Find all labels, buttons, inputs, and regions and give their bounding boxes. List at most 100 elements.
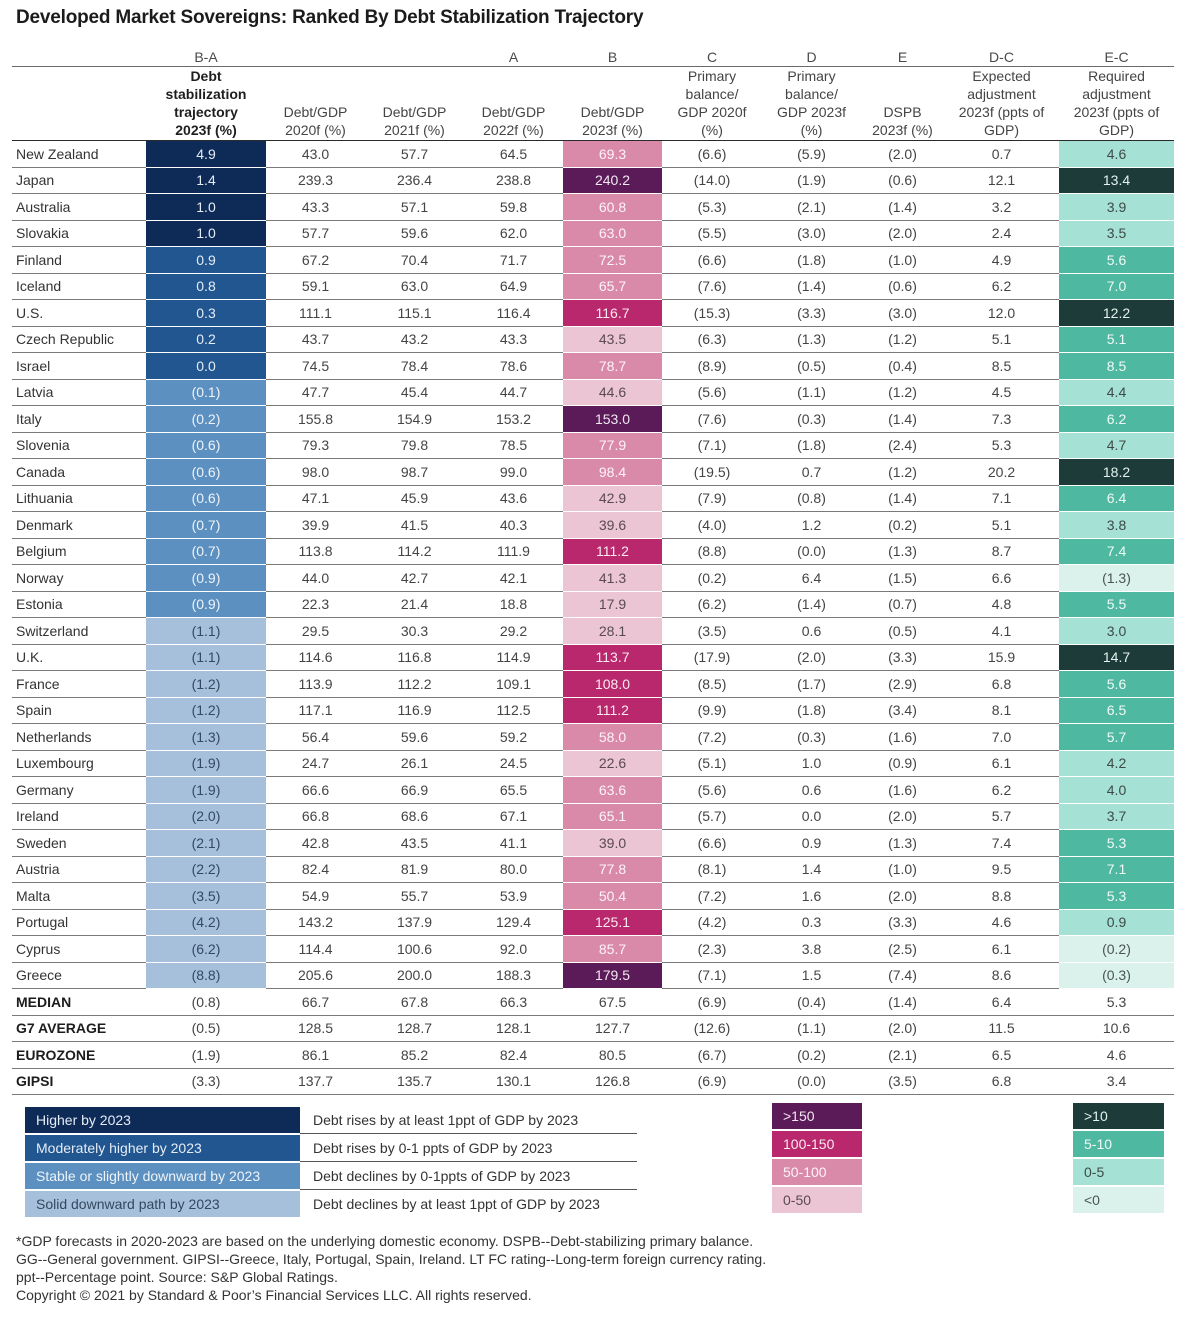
debt-stabilization-trajectory-value: (0.1) <box>146 379 266 406</box>
debt-stabilization-trajectory-value: 4.9 <box>146 141 266 168</box>
table-row-latvia: Latvia (0.1) 47.7 45.4 44.7 44.6 (5.6) (1.1) (1.… <box>12 379 1174 406</box>
debt-gdp-2020-value: 42.8 <box>266 830 365 857</box>
debt-gdp-2023-value: 63.0 <box>563 220 662 247</box>
country-name: Norway <box>12 565 146 592</box>
primary-balance-2020-value: (6.3) <box>662 327 762 353</box>
primary-balance-2023-value: (1.1) <box>762 380 861 406</box>
country-name: Italy <box>12 406 146 433</box>
debt-gdp-2020-value: 24.7 <box>266 751 365 777</box>
debt-stabilization-trajectory-value: 1.0 <box>146 194 266 221</box>
debt-stabilization-trajectory-value: 1.4 <box>146 167 266 194</box>
table-row-greece: Greece (8.8) 205.6 200.0 188.3 179.5 (7.1) 1.5(… <box>12 962 1174 989</box>
required-adjustment-value: 7.1 <box>1059 856 1174 883</box>
column-header-debt-gdp-2023: Debt/GDP 2023f (%) <box>563 67 662 139</box>
chart-title: Developed Market Sovereigns: Ranked By D… <box>16 7 644 28</box>
required-adjustment-value: 4.6 <box>1059 141 1174 168</box>
debt-gdp-2023-value: 85.7 <box>563 936 662 963</box>
dspb-2023-value: (1.4) <box>861 989 944 1016</box>
primary-balance-2023-value: (5.9) <box>762 141 861 168</box>
legend-item-higher-by-2023: Higher by 2023 Debt rises by at least 1pp… <box>25 1107 637 1134</box>
column-header-line: stabilization <box>165 86 247 102</box>
expected-adjustment-value: 8.7 <box>944 539 1059 565</box>
expected-adjustment-value: 6.4 <box>944 989 1059 1016</box>
debt-stabilization-trajectory-value: (1.2) <box>146 671 266 698</box>
table-row-netherlands: Netherlands (1.3) 56.4 59.6 59.2 58.0 (7.2) (0.… <box>12 724 1174 751</box>
debt-gdp-2022-value: 128.1 <box>464 1016 563 1042</box>
table-row-u-s: U.S. 0.3 111.1 115.1 116.4 116.7 (15.3) (3.3) (3… <box>12 300 1174 327</box>
debt-gdp-2022-value: 65.5 <box>464 777 563 804</box>
legend-item-solid-downward-path-by-2023: Solid downward path by 2023 Debt declines… <box>25 1191 637 1218</box>
debt-gdp-2020-value: 79.3 <box>266 433 365 459</box>
expected-adjustment-value: 5.1 <box>944 327 1059 353</box>
debt-gdp-2021-value: 59.6 <box>365 724 464 751</box>
primary-balance-2023-value: 0.6 <box>762 777 861 804</box>
column-header-line: 2023f (%) <box>175 122 237 138</box>
table-row-germany: Germany (1.9) 66.6 66.9 65.5 63.6 (5.6) 0.6 (1.6… <box>12 777 1174 804</box>
required-adjustment-value: 4.7 <box>1059 432 1174 459</box>
column-code-primary-balance-2020: C <box>706 49 718 65</box>
debt-stabilization-trajectory-value: 0.9 <box>146 247 266 274</box>
debt-gdp-2020-value: 86.1 <box>266 1042 365 1069</box>
country-name: Sweden <box>12 830 146 857</box>
debt-gdp-2020-value: 82.4 <box>266 857 365 883</box>
primary-balance-2020-value: (7.6) <box>662 274 762 300</box>
debt-gdp-2020-value: 54.9 <box>266 883 365 910</box>
debt-stabilization-trajectory-value: (1.2) <box>146 697 266 724</box>
required-adjustment-value: 5.5 <box>1059 591 1174 618</box>
primary-balance-2023-value: (3.0) <box>762 221 861 247</box>
table-row-iceland: Iceland 0.8 59.1 63.0 64.9 65.7 (7.6) (1.4) (0.6… <box>12 273 1174 300</box>
debt-stabilization-trajectory-value: (0.2) <box>146 406 266 433</box>
debt-gdp-2023-value: 65.1 <box>563 803 662 830</box>
primary-balance-2020-value: (7.6) <box>662 406 762 433</box>
primary-balance-2020-value: (8.8) <box>662 539 762 565</box>
debt-gdp-2023-value: 39.0 <box>563 830 662 857</box>
primary-balance-2023-value: (0.5) <box>762 353 861 380</box>
primary-balance-2023-value: 3.8 <box>762 936 861 963</box>
debt-gdp-2022-value: 111.9 <box>464 539 563 565</box>
primary-balance-2023-value: 1.4 <box>762 857 861 883</box>
debt-gdp-2023-value: 72.5 <box>563 247 662 274</box>
debt-stabilization-trajectory-value: (0.6) <box>146 432 266 459</box>
primary-balance-2020-value: (6.9) <box>662 1069 762 1095</box>
debt-gdp-2023-legend: >150 100-150 50-100 0-50 <box>772 1103 862 1213</box>
debt-gdp-2023-value: 69.3 <box>563 141 662 168</box>
country-name: Japan <box>12 168 146 194</box>
debt-gdp-2021-value: 45.4 <box>365 380 464 406</box>
legend-swatch-required-adjustment: 5-10 <box>1073 1131 1164 1157</box>
table-row-lithuania: Lithuania (0.6) 47.1 45.9 43.6 42.9 (7.9) (0.8)… <box>12 485 1174 512</box>
debt-stabilization-trajectory-value: (0.7) <box>146 538 266 565</box>
legend-description: Debt rises by 0-1 ppts of GDP by 2023 <box>300 1135 637 1162</box>
primary-balance-2020-value: (3.5) <box>662 618 762 645</box>
column-header-debt-gdp-2022: Debt/GDP 2022f (%) <box>464 67 563 139</box>
debt-gdp-2023-value: 116.7 <box>563 300 662 327</box>
primary-balance-2020-value: (6.2) <box>662 592 762 618</box>
table-row-spain: Spain (1.2) 117.1 116.9 112.5 111.2 (9.9) (1.8)… <box>12 697 1174 724</box>
primary-balance-2020-value: (7.2) <box>662 883 762 910</box>
debt-stabilization-trajectory-value: (2.1) <box>146 830 266 857</box>
debt-gdp-2020-value: 66.6 <box>266 777 365 804</box>
legend-swatch: Solid downward path by 2023 <box>25 1191 300 1217</box>
summary-row-gipsi: GIPSI (3.3) 137.7 135.7 130.1 126.8 (6.9) (0.0)… <box>12 1069 1174 1095</box>
summary-row-eurozone: EUROZONE (1.9) 86.1 85.2 82.4 80.5 (6.7) (0.2)(… <box>12 1042 1174 1069</box>
primary-balance-2020-value: (17.9) <box>662 645 762 671</box>
expected-adjustment-value: 12.1 <box>944 168 1059 194</box>
dspb-2023-value: (1.3) <box>861 830 944 857</box>
primary-balance-2023-value: (0.0) <box>762 539 861 565</box>
legend-description: Debt declines by 0-1ppts of GDP by 2023 <box>300 1163 637 1190</box>
required-adjustment-value: (1.3) <box>1059 565 1174 592</box>
debt-gdp-2023-value: 111.2 <box>563 697 662 724</box>
legend-swatch-required-adjustment: >10 <box>1073 1103 1164 1129</box>
required-adjustment-value: 4.2 <box>1059 750 1174 777</box>
primary-balance-2020-value: (5.7) <box>662 804 762 830</box>
debt-gdp-2023-value: 125.1 <box>563 909 662 936</box>
expected-adjustment-value: 4.9 <box>944 247 1059 274</box>
debt-stabilization-trajectory-value: (0.6) <box>146 459 266 486</box>
debt-gdp-2020-value: 205.6 <box>266 963 365 989</box>
primary-balance-2020-value: (4.2) <box>662 910 762 936</box>
debt-gdp-2022-value: 112.5 <box>464 698 563 724</box>
expected-adjustment-value: 11.5 <box>944 1016 1059 1042</box>
debt-stabilization-trajectory-value: (6.2) <box>146 936 266 963</box>
column-code-row: B-A A B C D E D-C E-C <box>12 48 1174 67</box>
country-name: Iceland <box>12 274 146 300</box>
primary-balance-2023-value: (1.8) <box>762 247 861 274</box>
